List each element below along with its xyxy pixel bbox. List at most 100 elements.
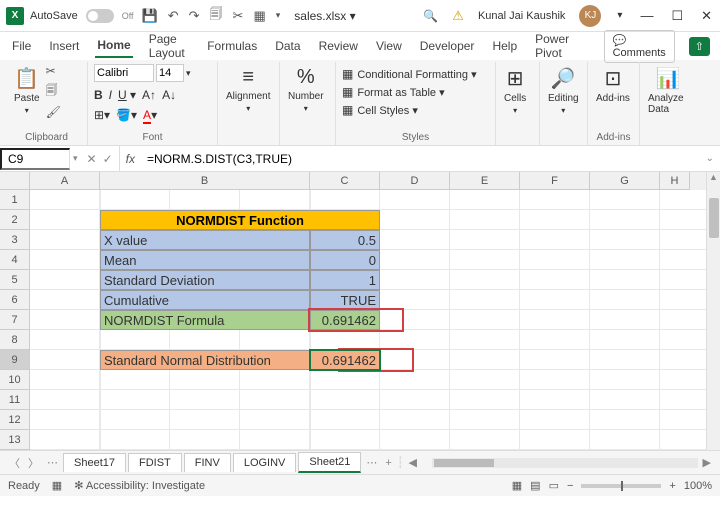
- number-button[interactable]: %Number▾: [286, 64, 326, 115]
- cell-c7[interactable]: 0.691462: [310, 310, 380, 330]
- expand-formula-icon[interactable]: ⌄: [700, 153, 720, 164]
- row-header[interactable]: 12: [0, 410, 30, 430]
- fx-icon[interactable]: fx: [120, 152, 141, 166]
- normal-view-icon[interactable]: ▦: [512, 479, 522, 492]
- fill-color-button[interactable]: 🪣▾: [116, 108, 137, 122]
- sheet-more-icon[interactable]: ⋯: [363, 456, 380, 469]
- share-button[interactable]: ⇧: [689, 37, 710, 56]
- row-header[interactable]: 11: [0, 390, 30, 410]
- save-icon[interactable]: 💾: [142, 8, 158, 24]
- cell-c9[interactable]: 0.691462: [310, 350, 380, 370]
- zoom-slider[interactable]: [581, 484, 661, 488]
- document-title[interactable]: sales.xlsx ▾: [294, 9, 355, 23]
- sheet-tab[interactable]: LOGINV: [233, 453, 297, 472]
- cell-b5[interactable]: Standard Deviation: [100, 270, 310, 290]
- analyze-data-button[interactable]: 📊Analyze Data: [646, 64, 690, 117]
- redo-icon[interactable]: ↷: [189, 8, 200, 24]
- row-header[interactable]: 2: [0, 210, 30, 230]
- cut-icon[interactable]: ✂: [233, 8, 244, 24]
- conditional-formatting-button[interactable]: ▦Conditional Formatting ▾: [342, 66, 477, 82]
- cell-title[interactable]: NORMDIST Function: [100, 210, 380, 230]
- col-header-b[interactable]: B: [100, 172, 310, 190]
- font-name-select[interactable]: [94, 64, 154, 82]
- tab-insert[interactable]: Insert: [47, 35, 81, 57]
- new-sheet-icon[interactable]: +: [382, 457, 394, 469]
- sheet-nav-prev-icon[interactable]: 〈: [6, 455, 23, 471]
- macro-icon[interactable]: ▦: [52, 479, 62, 492]
- font-increase-icon[interactable]: A↑: [142, 88, 156, 102]
- col-header-d[interactable]: D: [380, 172, 450, 190]
- scrollbar-thumb[interactable]: [434, 459, 494, 467]
- cancel-formula-icon[interactable]: ✕: [87, 152, 97, 166]
- minimize-icon[interactable]: —: [638, 8, 655, 23]
- zoom-level[interactable]: 100%: [684, 480, 712, 492]
- cell-b9[interactable]: Standard Normal Distribution: [100, 350, 310, 370]
- zoom-out-icon[interactable]: −: [567, 480, 573, 492]
- paste-button[interactable]: 📋Paste▾: [12, 64, 42, 117]
- cell-b7[interactable]: NORMDIST Formula: [100, 310, 310, 330]
- cell-c4[interactable]: 0: [310, 250, 380, 270]
- row-header[interactable]: 5: [0, 270, 30, 290]
- cell-c3[interactable]: 0.5: [310, 230, 380, 250]
- col-header-e[interactable]: E: [450, 172, 520, 190]
- qat-icon[interactable]: 🗐: [210, 5, 223, 27]
- sheet-tab[interactable]: Sheet17: [63, 453, 126, 472]
- format-painter-icon[interactable]: 🖌: [46, 105, 61, 119]
- name-box[interactable]: [0, 148, 70, 170]
- col-header-a[interactable]: A: [30, 172, 100, 190]
- tab-power-pivot[interactable]: Power Pivot: [533, 28, 575, 64]
- tab-formulas[interactable]: Formulas: [205, 35, 259, 57]
- cell-area[interactable]: NORMDIST Function X value 0.5 Mean 0 Sta…: [30, 190, 706, 450]
- maximize-icon[interactable]: ☐: [669, 8, 685, 24]
- row-header[interactable]: 4: [0, 250, 30, 270]
- row-header[interactable]: 3: [0, 230, 30, 250]
- alignment-button[interactable]: ≡Alignment▾: [224, 64, 272, 115]
- row-header[interactable]: 13: [0, 430, 30, 450]
- cell-c5[interactable]: 1: [310, 270, 380, 290]
- toggle-switch[interactable]: [86, 9, 114, 23]
- row-header[interactable]: 1: [0, 190, 30, 210]
- autosave-toggle[interactable]: AutoSave Off: [30, 9, 134, 23]
- avatar[interactable]: KJ: [579, 5, 601, 27]
- qat-icon[interactable]: ▦: [253, 8, 265, 24]
- format-as-table-button[interactable]: ▦Format as Table ▾: [342, 84, 445, 100]
- addins-button[interactable]: ⊡Add-ins: [594, 64, 632, 106]
- tab-view[interactable]: View: [374, 35, 404, 57]
- sheet-nav-next-icon[interactable]: 〉: [25, 455, 42, 471]
- horizontal-scrollbar[interactable]: [432, 458, 698, 468]
- editing-button[interactable]: 🔎Editing▾: [546, 64, 581, 117]
- col-header-f[interactable]: F: [520, 172, 590, 190]
- sheet-tab[interactable]: FINV: [184, 453, 231, 472]
- cell-b4[interactable]: Mean: [100, 250, 310, 270]
- font-size-select[interactable]: [156, 64, 184, 82]
- tab-review[interactable]: Review: [317, 35, 360, 57]
- hscroll-left-icon[interactable]: ◀: [405, 456, 419, 469]
- vertical-scrollbar[interactable]: ▲: [706, 172, 720, 450]
- copy-icon[interactable]: 🗐: [46, 81, 61, 102]
- cell-styles-button[interactable]: ▦Cell Styles ▾: [342, 102, 418, 118]
- font-color-button[interactable]: A▾: [143, 108, 157, 122]
- select-all-corner[interactable]: [0, 172, 30, 190]
- page-break-view-icon[interactable]: ▭: [549, 479, 559, 492]
- accessibility-status[interactable]: ✻ Accessibility: Investigate: [74, 479, 205, 492]
- ribbon-options-icon[interactable]: ▾: [615, 10, 624, 21]
- font-dropdown-icon[interactable]: ▾: [186, 68, 191, 79]
- close-icon[interactable]: ✕: [699, 8, 714, 24]
- search-icon[interactable]: 🔍: [423, 9, 438, 23]
- cells-button[interactable]: ⊞Cells▾: [502, 64, 528, 117]
- tab-data[interactable]: Data: [273, 35, 302, 57]
- italic-button[interactable]: I: [109, 88, 112, 102]
- zoom-in-icon[interactable]: +: [669, 480, 675, 492]
- hscroll-right-icon[interactable]: ▶: [700, 456, 714, 469]
- sheet-nav-more-icon[interactable]: ⋯: [44, 456, 61, 469]
- underline-button[interactable]: U ▾: [118, 88, 136, 102]
- cut-icon[interactable]: ✂: [46, 64, 61, 78]
- row-header[interactable]: 9: [0, 350, 30, 370]
- cell-c6[interactable]: TRUE: [310, 290, 380, 310]
- formula-bar[interactable]: [141, 150, 700, 168]
- tab-help[interactable]: Help: [490, 35, 519, 57]
- scrollbar-thumb[interactable]: [709, 198, 719, 238]
- row-header[interactable]: 6: [0, 290, 30, 310]
- tab-page-layout[interactable]: Page Layout: [147, 28, 192, 64]
- font-decrease-icon[interactable]: A↓: [162, 88, 176, 102]
